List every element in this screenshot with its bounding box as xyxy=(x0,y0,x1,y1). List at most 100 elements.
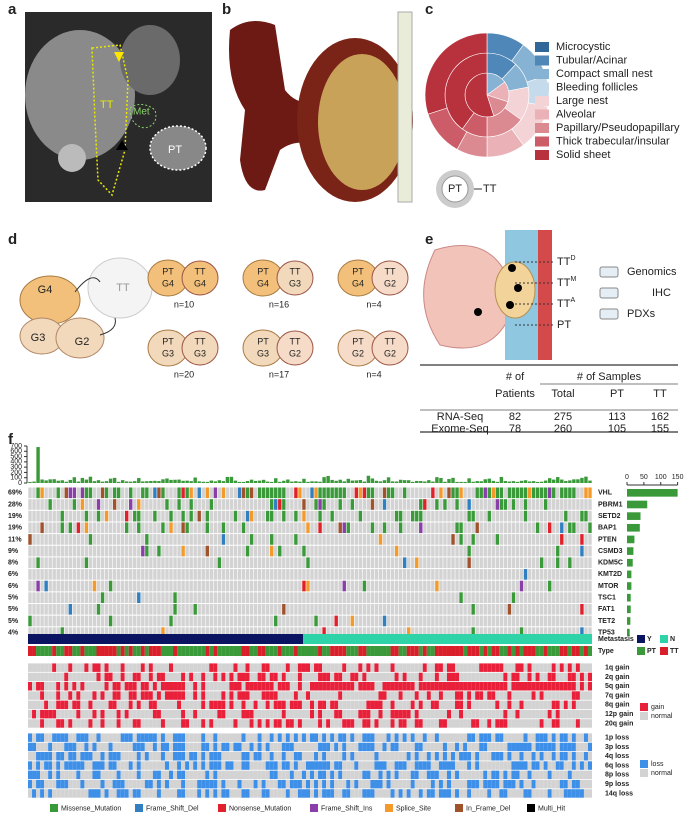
label: n=20 xyxy=(174,369,194,379)
mutation-cell xyxy=(310,604,314,615)
cnv-cell xyxy=(140,691,145,700)
mutation-cell xyxy=(253,545,258,557)
mutation-cell xyxy=(386,592,391,603)
cnv-cell xyxy=(535,709,540,719)
mutation-cell xyxy=(161,487,165,499)
type-cell xyxy=(543,646,548,656)
cnv-cell xyxy=(326,742,331,752)
mutation-cell xyxy=(225,522,230,534)
cnv-cell xyxy=(507,682,512,691)
cnv-cell xyxy=(80,733,85,742)
cnv-cell xyxy=(382,779,387,789)
cnv-cell xyxy=(362,789,367,798)
cnv-cell xyxy=(84,672,89,682)
sample-bar xyxy=(322,477,326,483)
type-cell xyxy=(237,646,242,656)
cnv-cell xyxy=(221,761,226,770)
cnv-cell xyxy=(48,742,53,752)
pt-core xyxy=(441,175,469,203)
cnv-cell xyxy=(100,700,105,710)
cnv-cell xyxy=(152,752,157,761)
mutation-cell xyxy=(543,487,548,499)
mutation-cell xyxy=(515,627,520,638)
cnv-cell xyxy=(189,663,194,672)
cnv-cell xyxy=(245,691,250,700)
kidney xyxy=(58,144,86,172)
mutation-cell xyxy=(173,557,177,569)
cnv-cell xyxy=(177,742,182,752)
mutation-cell xyxy=(499,487,504,499)
cnv-cell xyxy=(221,733,226,742)
mutation-cell xyxy=(257,534,262,545)
mutation-cell xyxy=(274,557,278,569)
mutation-cell xyxy=(302,499,306,510)
mutation-cell xyxy=(507,534,512,545)
cnv-cell xyxy=(241,663,246,672)
cnv-cell xyxy=(402,691,407,700)
sample-bar xyxy=(471,481,475,483)
mutation-cell xyxy=(40,604,44,615)
cnv-cell xyxy=(68,709,73,719)
cnv-cell xyxy=(322,779,327,789)
mutation-cell xyxy=(278,627,282,638)
cnv-cell xyxy=(567,779,572,789)
sample-bar xyxy=(423,481,427,483)
mutation-cell xyxy=(342,545,346,557)
type-cell xyxy=(587,646,592,656)
mutation-cell xyxy=(439,545,443,557)
mutation-cell xyxy=(330,534,334,545)
label: 14q loss xyxy=(605,790,633,797)
mutation-cell xyxy=(503,615,508,627)
mutation-cell xyxy=(52,487,56,499)
mutation-cell xyxy=(265,510,270,522)
type-cell xyxy=(84,646,89,656)
mutation-cell xyxy=(503,569,508,580)
cnv-cell xyxy=(193,761,198,770)
cnv-cell xyxy=(108,770,113,780)
mutation-cell xyxy=(165,592,169,603)
type-cell xyxy=(491,646,496,656)
mutation-cell xyxy=(116,604,121,615)
cnv-cell xyxy=(342,719,347,728)
mutation-cell xyxy=(290,510,294,522)
cnv-cell xyxy=(152,761,157,770)
cnv-cell xyxy=(442,709,447,719)
mutation-cell xyxy=(294,615,298,627)
cnv-cell xyxy=(503,789,508,798)
type-cell xyxy=(273,646,278,656)
mutation-cell xyxy=(221,569,226,580)
mutation-cell xyxy=(165,522,169,534)
cnv-cell xyxy=(305,752,310,761)
cnv-cell xyxy=(543,733,548,742)
mutation-cell xyxy=(374,534,379,545)
cnv-cell xyxy=(515,752,520,761)
mutation-cell xyxy=(177,627,181,638)
cnv-cell xyxy=(241,761,246,770)
cnv-cell xyxy=(326,752,331,761)
mutation-cell xyxy=(350,580,355,592)
mutation-cell xyxy=(44,534,48,545)
mutation-cell xyxy=(290,545,294,557)
mutation-cell xyxy=(201,510,205,522)
cnv-cell xyxy=(479,719,484,728)
mutation-cell xyxy=(165,487,169,499)
sample-bar xyxy=(503,481,508,483)
mutation-cell xyxy=(169,534,173,545)
mutation-cell xyxy=(362,522,367,534)
cnv-cell xyxy=(116,672,121,682)
cnv-cell xyxy=(60,700,65,710)
cnv-cell xyxy=(160,682,165,691)
mutation-cell xyxy=(52,580,56,592)
mutation-cell xyxy=(495,510,500,522)
sample-bar xyxy=(201,481,205,483)
cnv-cell xyxy=(382,719,387,728)
cnv-cell xyxy=(64,770,69,780)
gene-bar xyxy=(627,605,631,614)
mutation-cell xyxy=(60,499,64,510)
mutation-cell xyxy=(394,510,399,522)
cnv-cell xyxy=(314,719,319,728)
cnv-cell xyxy=(402,709,407,719)
cnv-cell xyxy=(277,663,282,672)
cnv-cell xyxy=(350,761,355,770)
cnv-cell xyxy=(551,779,556,789)
